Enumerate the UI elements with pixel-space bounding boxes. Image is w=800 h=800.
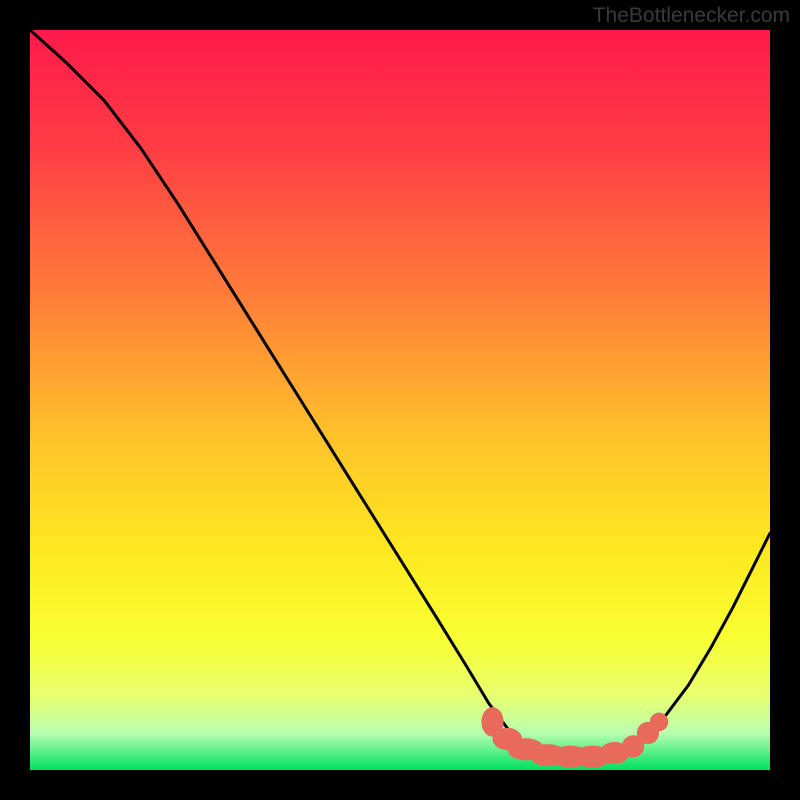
watermark-text: TheBottlenecker.com [593, 4, 790, 28]
curve-marker [650, 713, 669, 732]
chart-overlay [30, 30, 770, 770]
bottleneck-curve [30, 30, 770, 758]
marker-group [481, 707, 668, 768]
chart-container [30, 30, 770, 770]
